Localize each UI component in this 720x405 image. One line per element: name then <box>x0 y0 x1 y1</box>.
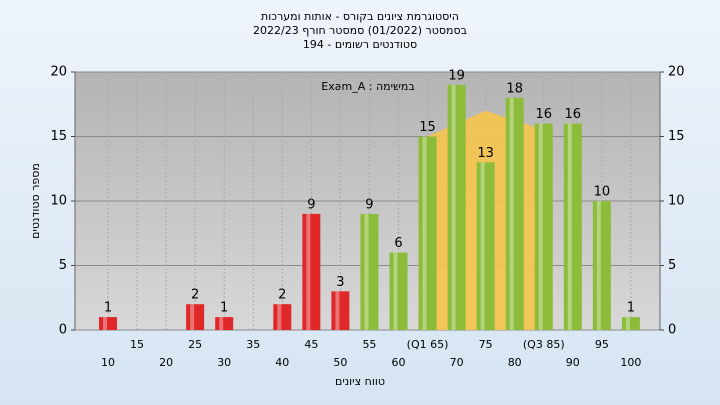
data-label: 1 <box>104 301 112 316</box>
y-tick-label: 15 <box>50 129 67 144</box>
data-label: 2 <box>278 288 286 303</box>
data-label: 18 <box>506 81 523 96</box>
bar <box>592 201 611 330</box>
bar <box>563 123 582 330</box>
bar-highlight <box>422 136 427 330</box>
bar-highlight <box>480 162 485 330</box>
data-label: 16 <box>535 107 552 122</box>
bar-highlight <box>103 317 107 330</box>
x-tick-label: 25 <box>188 338 202 351</box>
y2-tick-label: 20 <box>668 65 685 80</box>
bar <box>186 304 205 330</box>
data-label: 16 <box>565 107 582 122</box>
x-tick-label: 95 <box>595 338 609 351</box>
bar-highlight <box>190 304 195 330</box>
x-tick-label: 70 <box>450 356 464 369</box>
y-tick-label: 5 <box>59 258 67 273</box>
bar-highlight <box>538 123 543 330</box>
bar-highlight <box>596 201 601 330</box>
y2-tick-label: 5 <box>668 258 676 273</box>
bar-highlight <box>219 317 224 330</box>
x-axis-label: טווח ציונים <box>335 375 385 388</box>
data-label: 15 <box>419 120 436 135</box>
bar-highlight <box>335 291 340 330</box>
x-tick-label: 80 <box>508 356 522 369</box>
bar-highlight <box>567 123 572 330</box>
data-label: 1 <box>627 301 635 316</box>
bar <box>534 123 553 330</box>
data-label: 19 <box>448 68 465 83</box>
x-tick-label: 40 <box>275 356 289 369</box>
chart-subtitle: בסמסטר (01/2022) סמסטר חורף 2022/23 <box>253 24 467 37</box>
bar-highlight <box>509 97 514 330</box>
bar-highlight <box>277 304 282 330</box>
bar <box>273 304 292 330</box>
y2-tick-label: 0 <box>668 323 676 338</box>
x-tick-label: 55 <box>362 338 376 351</box>
data-label: 3 <box>336 275 344 290</box>
y-axis-label: מספר סטודנטים <box>29 163 42 239</box>
bar-highlight <box>364 213 369 330</box>
x-tick-label: 75 <box>479 338 493 351</box>
bar <box>447 84 466 331</box>
bar-highlight <box>451 84 456 331</box>
data-label: 2 <box>191 288 199 303</box>
x-tick-label: 60 <box>392 356 406 369</box>
x-tick-label: 10 <box>101 356 115 369</box>
y2-tick-label: 15 <box>668 129 685 144</box>
bar <box>418 136 437 330</box>
data-label: 13 <box>477 146 494 161</box>
x-tick-label: 50 <box>333 356 347 369</box>
y-tick-label: 20 <box>50 65 67 80</box>
y2-tick-label: 10 <box>668 194 685 209</box>
x-tick-label: 35 <box>246 338 260 351</box>
y-tick-label: 0 <box>59 323 67 338</box>
bar <box>99 317 117 330</box>
bar <box>389 252 408 330</box>
bar <box>215 317 234 330</box>
x-tick-label: 20 <box>159 356 173 369</box>
x-tick-label: 90 <box>566 356 580 369</box>
x-tick-label: 30 <box>217 356 231 369</box>
x-tick-label: (Q3 85) <box>523 338 565 351</box>
annotation: במשימה : Exam_A <box>321 80 414 93</box>
bar <box>505 97 524 330</box>
bar <box>476 162 495 330</box>
bar <box>360 213 379 330</box>
data-label: 10 <box>594 185 611 200</box>
y-tick-label: 10 <box>50 194 67 209</box>
data-label: 1 <box>220 301 228 316</box>
chart-title: היסטוגרמת ציונים בקורס - אותות ומערכות <box>261 10 459 23</box>
bar <box>302 213 321 330</box>
bar-highlight <box>393 252 398 330</box>
bar <box>331 291 350 330</box>
x-tick-label: 15 <box>130 338 144 351</box>
bar-highlight <box>625 317 630 330</box>
x-tick-label: 100 <box>620 356 641 369</box>
x-tick-label: 45 <box>304 338 318 351</box>
bar-highlight <box>306 213 311 330</box>
data-label: 6 <box>394 236 402 251</box>
chart-subtitle: סטודנטים רשומים - 194 <box>303 38 417 51</box>
data-label: 9 <box>365 197 373 212</box>
data-label: 9 <box>307 197 315 212</box>
bar <box>621 317 640 330</box>
x-tick-label: (Q1 65) <box>407 338 449 351</box>
